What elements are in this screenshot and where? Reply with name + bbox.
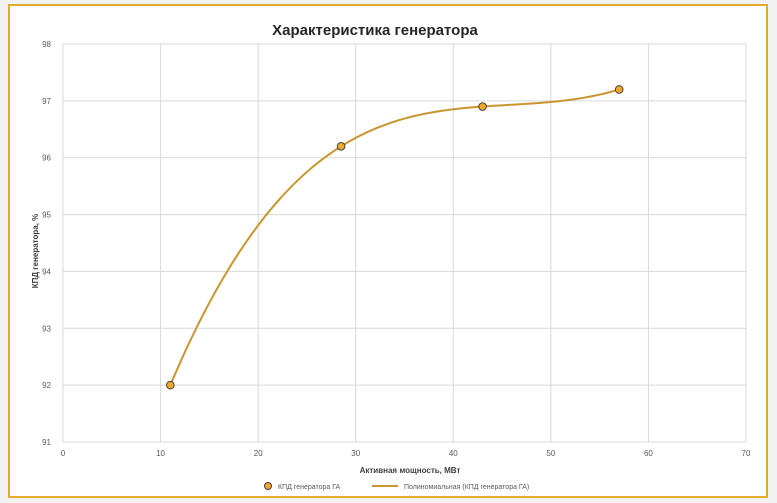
y-tick-label: 92 [42,381,51,390]
chart-area [10,6,766,496]
y-tick-labels: 91 92 93 94 95 96 97 98 [42,40,51,447]
y-tick-label: 98 [42,40,51,49]
y-tick-label: 91 [42,438,51,447]
x-tick-label: 60 [644,449,653,458]
chart-title: Характеристика генератора [272,22,478,39]
data-point [336,142,346,151]
y-tick-label: 97 [42,97,51,106]
x-tick-label: 30 [351,449,360,458]
legend-label-trend: Полиномиальная (КПД генератора ГА) [404,484,529,491]
y-tick-label: 94 [42,267,51,276]
chart-frame: Характеристика генератора 0 10 20 30 40 50 60 7… [8,4,768,498]
x-tick-label: 50 [546,449,555,458]
y-tick-label: 95 [42,211,51,220]
x-tick-label: 40 [449,449,458,458]
legend-marker [264,482,272,490]
data-point [166,380,175,390]
x-tick-label: 70 [742,449,751,458]
data-point [614,85,624,94]
data-points [166,85,624,390]
x-tick-label: 20 [254,449,263,458]
trendline [169,88,620,386]
x-axis-title: Активная мощность, МВт [360,466,461,475]
x-tick-labels: 0 10 20 30 40 50 60 70 [61,449,751,458]
legend-label-series: КПД генератора ГА [278,484,341,491]
y-axis-title: КПД генератора, % [31,214,40,289]
gridlines [62,43,747,443]
x-tick-label: 0 [61,449,66,458]
x-tick-label: 10 [156,449,165,458]
y-tick-label: 93 [42,324,51,333]
legend: КПД генератора ГА Полиномиальная (КПД ге… [264,482,529,491]
chart-svg: Характеристика генератора 0 10 20 30 40 50 60 7… [10,6,766,496]
y-tick-label: 96 [42,154,51,163]
data-point [478,102,487,111]
